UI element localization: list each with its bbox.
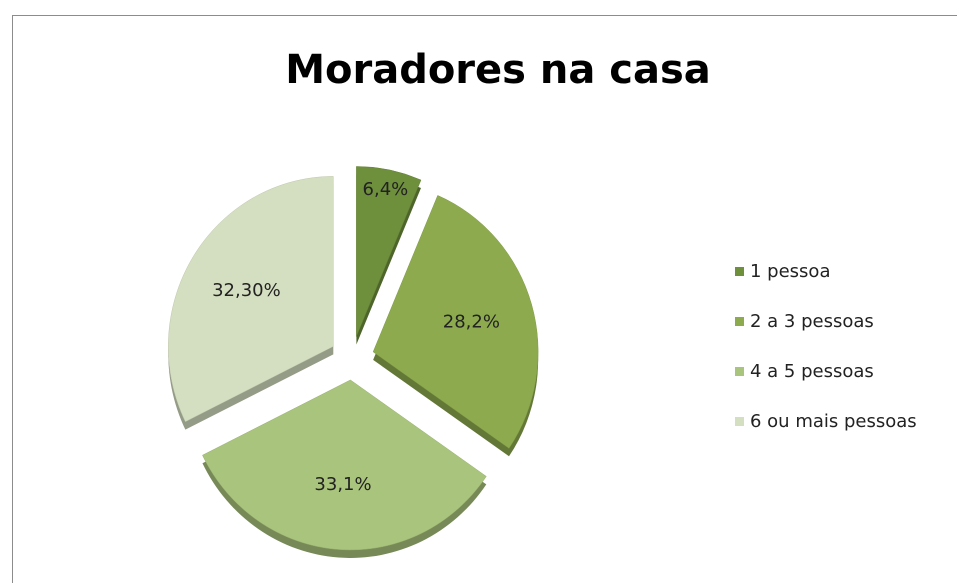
legend-label: 2 a 3 pessoas [750, 311, 874, 332]
legend-label: 4 a 5 pessoas [750, 361, 874, 382]
legend-swatch [735, 317, 744, 326]
chart-title: Moradores na casa [285, 47, 711, 93]
legend-label: 1 pessoa [750, 261, 830, 282]
legend-swatch [735, 367, 744, 376]
data-label: 32,30% [212, 280, 281, 301]
legend-label: 6 ou mais pessoas [750, 411, 917, 432]
data-label: 6,4% [363, 179, 409, 200]
data-label: 28,2% [443, 311, 500, 332]
legend-swatch [735, 417, 744, 426]
legend-swatch [735, 267, 744, 276]
data-label: 33,1% [314, 474, 371, 495]
